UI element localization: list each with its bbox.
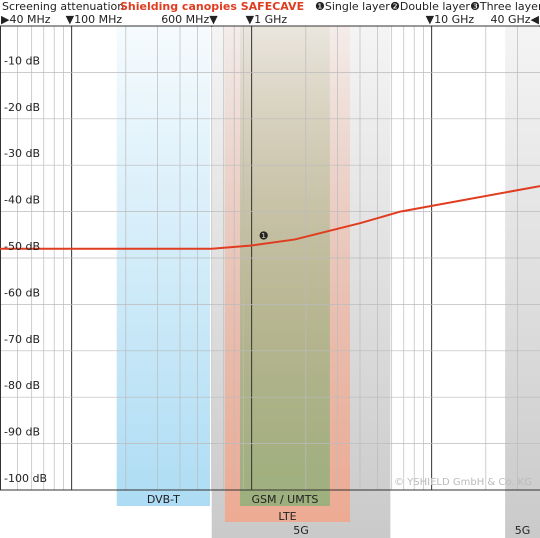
x-tick-label: ▼10 GHz: [426, 13, 475, 26]
y-tick-label: -30 dB: [4, 147, 40, 160]
band-label: GSM / UMTS: [251, 493, 318, 506]
y-tick-label: -80 dB: [4, 379, 40, 392]
x-tick-label: ▼100 MHz: [66, 13, 123, 26]
y-tick-label: -100 dB: [4, 472, 47, 485]
plot: [0, 185, 540, 250]
band-label: DVB-T: [147, 493, 180, 506]
line: [0, 185, 540, 250]
y-tick-label: -10 dB: [4, 54, 40, 67]
legend-item: ❷Double layer: [390, 0, 470, 13]
y-tick-label: -60 dB: [4, 286, 40, 299]
x-tick-label: 40 GHz◀: [490, 13, 539, 26]
y-tick-label: -50 dB: [4, 240, 40, 253]
band: [116, 26, 210, 506]
y-tick-label: -70 dB: [4, 333, 40, 346]
legend-item: ❶Single layer: [315, 0, 390, 13]
band-label: 5G: [515, 524, 531, 537]
y-tick-label: -90 dB: [4, 426, 40, 439]
bands: [116, 26, 540, 538]
band-label: LTE: [278, 510, 296, 523]
chart-subtitle: Shielding canopies SAFECAVE: [120, 0, 304, 13]
y-tick-label: -40 dB: [4, 194, 40, 207]
grid: [0, 25, 540, 491]
band-label: 5G: [293, 524, 309, 537]
x-tick-label: ▼1 GHz: [246, 13, 288, 26]
x-tick-label: ▶40 MHz: [1, 13, 51, 26]
y-tick-label: -20 dB: [4, 101, 40, 114]
chart-title: Screening attenuation: [2, 0, 124, 13]
copyright: © YSHIELD GmbH & Co. KG: [394, 477, 532, 488]
annotation: ❶: [259, 229, 269, 242]
x-tick-label: 600 MHz▼: [161, 13, 218, 26]
legend-item: ❸Three layer: [470, 0, 540, 13]
band: [505, 26, 540, 538]
band: [240, 26, 330, 506]
